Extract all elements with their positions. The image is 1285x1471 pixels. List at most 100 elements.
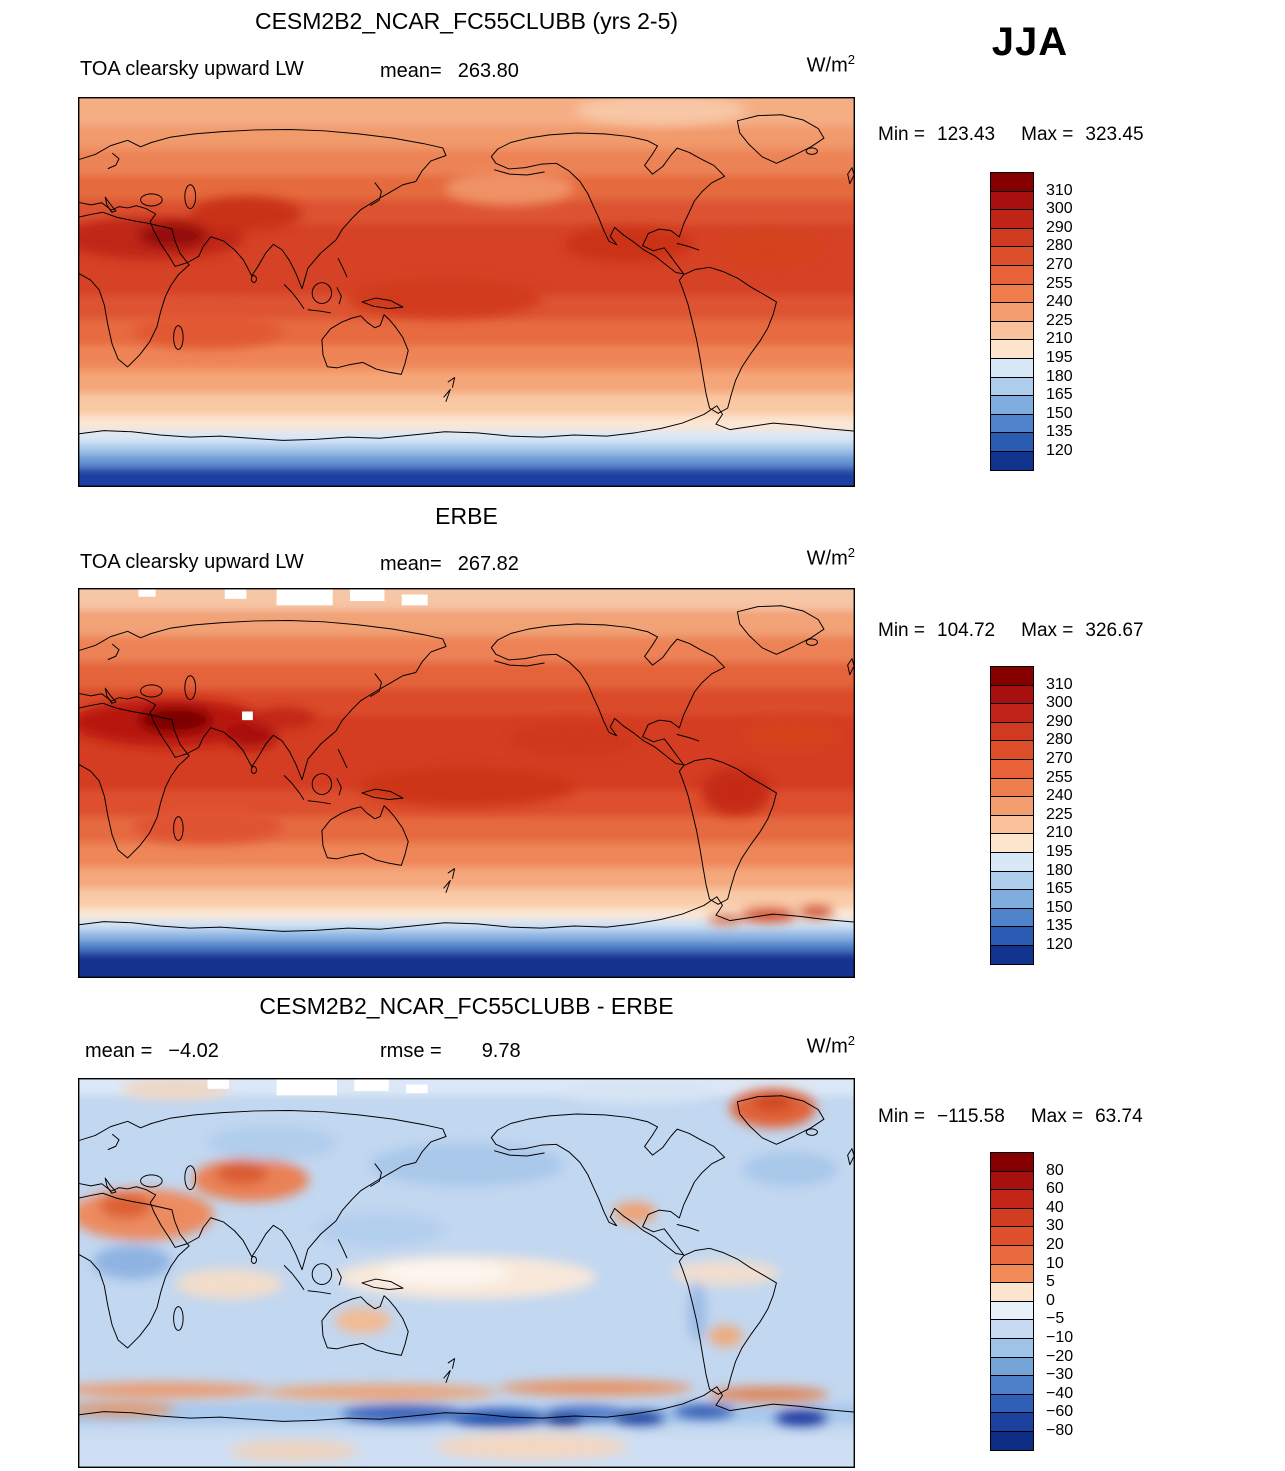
colorbar-segment: [991, 1208, 1033, 1228]
panel-obs-variable: TOA clearsky upward LW: [80, 551, 304, 573]
min-label: Min =: [878, 124, 925, 145]
colorbar-segment: [991, 191, 1033, 211]
colorbar-tick-label: 310: [1046, 675, 1073, 693]
max-value: 326.67: [1085, 620, 1144, 641]
colorbar-tick-label: 225: [1046, 805, 1073, 823]
units-base: W/m: [806, 1035, 848, 1058]
colorbar-tick-label: 180: [1046, 367, 1073, 385]
colorbar-segment: [991, 284, 1033, 304]
units-exponent: 2: [847, 52, 855, 67]
min-value: 123.43: [937, 124, 996, 145]
colorbar-segment: [991, 1153, 1033, 1172]
min-label: Min =: [878, 1106, 925, 1127]
colorbar-tick-label: 290: [1046, 218, 1073, 236]
colorbar-tick-label: −60: [1046, 1403, 1074, 1421]
colorbar-segment: [991, 433, 1033, 452]
max-value: 323.45: [1085, 124, 1144, 145]
colorbar-tick-label: 300: [1046, 694, 1073, 712]
colorbar-segment: [991, 1301, 1033, 1321]
colorbar-segment: [991, 358, 1033, 378]
colorbar-tick-label: −10: [1046, 1329, 1074, 1346]
colorbar-segment: [991, 815, 1033, 835]
colorbar-tick-label: 255: [1046, 274, 1073, 292]
colorbar-tick-label: −80: [1046, 1422, 1074, 1439]
colorbar-tick-label: 120: [1046, 442, 1073, 459]
colorbar-segment: [991, 1431, 1033, 1450]
min-value: −115.58: [937, 1106, 1005, 1127]
panel-diff-minmax: Min = −115.58 Max = 63.74: [878, 1106, 1143, 1128]
colorbar-tick-label: 195: [1046, 349, 1073, 366]
min-value: 104.72: [937, 620, 996, 641]
mean-label: mean=: [380, 553, 442, 575]
colorbar-tick-label: 30: [1046, 1217, 1064, 1235]
colorbar-segment: [991, 414, 1033, 434]
mean-value: −4.02: [168, 1040, 219, 1062]
colorbar-tick-label: 310: [1046, 181, 1073, 199]
colorbar-tick-label: 270: [1046, 750, 1073, 767]
units-base: W/m: [806, 54, 848, 77]
colorbar-tick-label: 135: [1046, 423, 1073, 441]
colorbar-segment: [991, 228, 1033, 248]
colorbar-segment: [991, 303, 1033, 322]
colorbar-boxes: [990, 666, 1034, 965]
colorbar-segment: [991, 210, 1033, 229]
max-label: Max =: [1030, 1106, 1084, 1127]
world-map-svg: [78, 97, 855, 487]
colorbar-tick-label: −30: [1046, 1366, 1074, 1384]
mean-value: 267.82: [457, 553, 519, 575]
colorbar-segment: [991, 1190, 1033, 1209]
panel-obs-mean: mean= 267.82: [380, 553, 519, 576]
colorbar-segment: [991, 1283, 1033, 1302]
colorbar-tick-label: −40: [1046, 1384, 1074, 1402]
colorbar-boxes: [990, 1152, 1034, 1451]
max-value: 63.74: [1095, 1106, 1143, 1127]
colorbar-tick-label: 60: [1046, 1180, 1064, 1198]
colorbar-tick-label: 210: [1046, 330, 1073, 348]
map-diff: [78, 1078, 855, 1468]
colorbar-segment: [991, 834, 1033, 853]
colorbar-segment: [991, 722, 1033, 742]
panel-diff-rmse: rmse = 9.78: [380, 1040, 521, 1063]
colorbar-tick-label: 40: [1046, 1198, 1064, 1216]
max-label: Max =: [1021, 620, 1074, 641]
colorbar-tick-label: −20: [1046, 1347, 1074, 1365]
colorbar-tick-label: 0: [1046, 1291, 1055, 1309]
colorbar-segment: [991, 1245, 1033, 1265]
colorbar-tick-label: 135: [1046, 917, 1073, 935]
colorbar-tick-label: 20: [1046, 1236, 1064, 1253]
panel-obs-units: W/m2: [78, 545, 855, 571]
colorbar-segment: [991, 265, 1033, 285]
colorbar-tick-label: 270: [1046, 256, 1073, 273]
world-map-svg: [78, 1078, 855, 1468]
colorbar-segment: [991, 173, 1033, 192]
rmse-value: 9.78: [481, 1040, 521, 1062]
colorbar-tick-label: 10: [1046, 1254, 1064, 1272]
colorbar-segment: [991, 1320, 1033, 1339]
colorbar-tick-label: 255: [1046, 768, 1073, 786]
colorbar-segment: [991, 1227, 1033, 1246]
mean-label: mean=: [380, 60, 442, 82]
colorbar-segment: [991, 667, 1033, 686]
mean-value: 263.80: [457, 60, 519, 82]
panel-obs-minmax: Min = 104.72 Max = 326.67: [878, 620, 1144, 642]
colorbar-tick-label: 195: [1046, 843, 1073, 860]
colorbar-segment: [991, 396, 1033, 415]
colorbar-tick-label: 80: [1046, 1161, 1064, 1179]
colorbar-segment: [991, 741, 1033, 760]
world-map-svg: [78, 588, 855, 978]
colorbar-segment: [991, 1394, 1033, 1414]
units-base: W/m: [806, 547, 848, 570]
colorbar-segment: [991, 759, 1033, 779]
max-label: Max =: [1021, 124, 1074, 145]
colorbar-segment: [991, 871, 1033, 891]
colorbar-segment: [991, 1171, 1033, 1191]
colorbar-tick-label: 240: [1046, 293, 1073, 311]
units-exponent: 2: [847, 545, 855, 560]
map-obs: [78, 588, 855, 978]
colorbar-tick-label: 225: [1046, 311, 1073, 329]
colorbar-tick-label: 300: [1046, 200, 1073, 218]
colorbar-segment: [991, 1413, 1033, 1432]
panel-model-title: CESM2B2_NCAR_FC55CLUBB (yrs 2-5): [254, 8, 679, 34]
colorbar-tick-label: 240: [1046, 787, 1073, 805]
